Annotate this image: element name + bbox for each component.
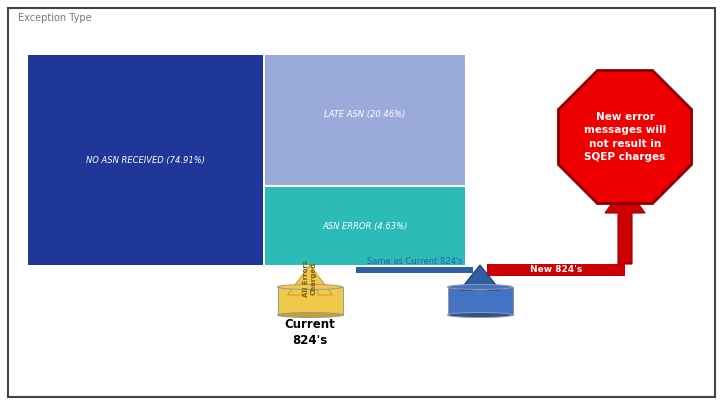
Bar	[448, 287, 513, 315]
Text: LATE ASN (20.46%): LATE ASN (20.46%)	[325, 111, 406, 119]
Polygon shape	[288, 265, 333, 295]
Text: ASN ERROR (4.63%): ASN ERROR (4.63%)	[322, 222, 408, 230]
Text: All Errors
Charged: All Errors Charged	[304, 260, 317, 296]
Bar	[487, 264, 625, 276]
Bar	[28, 55, 263, 265]
Ellipse shape	[278, 313, 343, 318]
Text: Exception Type: Exception Type	[18, 13, 92, 23]
Text: Same as Current 824's: Same as Current 824's	[367, 257, 462, 266]
Bar	[356, 267, 473, 273]
Text: New 824's: New 824's	[530, 266, 582, 275]
Text: NO ASN RECEIVED (74.91%): NO ASN RECEIVED (74.91%)	[86, 156, 205, 164]
Polygon shape	[460, 265, 500, 290]
Bar	[265, 187, 465, 265]
Text: New error
messages will
not result in
SQEP charges: New error messages will not result in SQ…	[584, 112, 666, 162]
Ellipse shape	[448, 284, 513, 290]
Polygon shape	[605, 185, 645, 264]
Polygon shape	[558, 70, 691, 204]
Text: Future
824's: Future 824's	[458, 318, 502, 347]
Text: Current
824's: Current 824's	[285, 318, 335, 347]
Ellipse shape	[448, 313, 513, 318]
Bar	[278, 287, 343, 315]
Ellipse shape	[278, 284, 343, 290]
Bar	[265, 55, 465, 185]
